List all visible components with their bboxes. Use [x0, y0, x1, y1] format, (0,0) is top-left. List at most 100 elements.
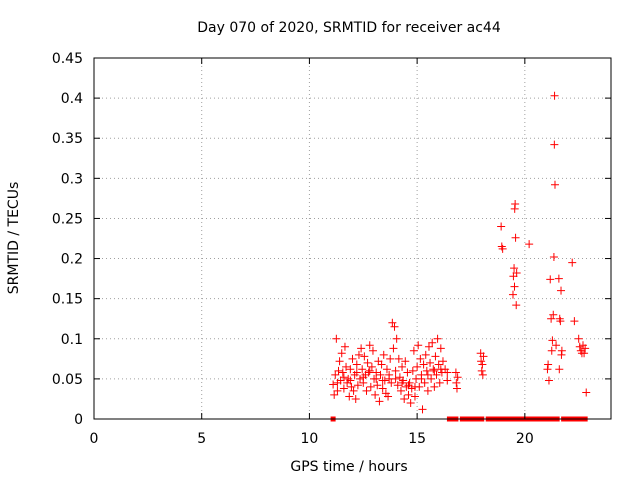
- data-point: [347, 382, 356, 391]
- data-point: [498, 244, 507, 253]
- x-tick-label: 0: [90, 431, 99, 447]
- axis-ticks: [93, 57, 611, 420]
- data-point: [477, 366, 486, 375]
- data-point: [388, 318, 397, 327]
- y-tick-label: 0.3: [61, 171, 83, 187]
- data-point: [338, 368, 347, 377]
- data-point: [510, 264, 519, 273]
- data-point: [348, 354, 357, 363]
- data-point: [423, 370, 432, 379]
- data-point: [419, 360, 428, 369]
- data-point: [330, 390, 339, 399]
- y-tick-label: 0.25: [52, 211, 83, 227]
- data-point: [477, 357, 486, 366]
- data-point: [333, 378, 342, 387]
- data-point: [547, 314, 556, 323]
- data-point: [421, 350, 430, 359]
- data-point: [435, 378, 444, 387]
- data-point: [557, 286, 566, 295]
- data-point: [479, 352, 488, 361]
- data-point: [452, 378, 461, 387]
- data-point: [414, 341, 423, 350]
- data-point: [356, 374, 365, 383]
- data-point: [422, 366, 431, 375]
- data-point: [329, 380, 338, 389]
- data-point: [431, 352, 440, 361]
- y-tick-label: 0.35: [52, 131, 83, 147]
- y-tick-label: 0.1: [61, 332, 83, 348]
- data-point: [379, 350, 388, 359]
- data-point: [512, 268, 521, 277]
- data-point: [378, 384, 387, 393]
- data-point: [509, 272, 518, 281]
- data-point: [548, 336, 557, 345]
- data-point: [556, 317, 565, 326]
- data-point: [368, 346, 377, 355]
- data-point: [544, 360, 553, 369]
- data-point: [403, 368, 412, 377]
- data-point: [478, 360, 487, 369]
- data-point: [478, 370, 487, 379]
- data-point: [543, 365, 552, 374]
- data-point: [409, 346, 418, 355]
- data-point: [436, 365, 445, 374]
- data-point: [443, 376, 452, 385]
- data-point: [339, 384, 348, 393]
- data-point: [353, 381, 362, 390]
- x-tick-label: 15: [408, 431, 426, 447]
- data-point: [580, 349, 589, 358]
- y-tick-label: 0.45: [52, 51, 83, 67]
- data-point: [511, 200, 520, 209]
- data-point: [525, 240, 534, 249]
- x-tick-label: 10: [301, 431, 319, 447]
- data-point: [366, 382, 375, 391]
- y-tick-labels: 0 0.05 0.1 0.15 0.2 0.25 0.3 0.35 0.4 0.45: [52, 51, 83, 428]
- data-point: [335, 357, 344, 366]
- data-point: [436, 344, 445, 353]
- data-point: [340, 342, 349, 351]
- data-point: [413, 362, 422, 371]
- data-points: [329, 91, 591, 422]
- data-point: [391, 366, 400, 375]
- data-point: [352, 360, 361, 369]
- data-point: [578, 341, 587, 350]
- data-point: [394, 354, 403, 363]
- data-point: [549, 310, 558, 319]
- data-point: [549, 252, 558, 261]
- data-point: [452, 384, 461, 393]
- data-point: [423, 386, 432, 395]
- data-point: [376, 370, 385, 379]
- data-point: [574, 334, 583, 343]
- data-point: [352, 368, 361, 377]
- data-point: [342, 362, 351, 371]
- data-point: [508, 290, 517, 299]
- data-point: [398, 362, 407, 371]
- data-point: [428, 338, 437, 347]
- data-point: [337, 349, 346, 358]
- data-point: [575, 342, 584, 351]
- data-point: [365, 366, 374, 375]
- data-point: [392, 334, 401, 343]
- data-point: [360, 352, 369, 361]
- data-point: [550, 180, 559, 189]
- y-tick-label: 0.2: [61, 252, 83, 268]
- data-point: [378, 376, 387, 385]
- data-point: [333, 386, 342, 395]
- data-point: [547, 346, 556, 355]
- data-point: [451, 368, 460, 377]
- data-point: [424, 342, 433, 351]
- y-tick-label: 0.4: [61, 91, 83, 107]
- data-point: [581, 344, 590, 353]
- y-tick-label: 0.15: [52, 292, 83, 308]
- data-point: [386, 354, 395, 363]
- data-point: [387, 378, 396, 387]
- data-point: [390, 322, 399, 331]
- data-point: [396, 386, 405, 395]
- data-point: [420, 378, 429, 387]
- data-point: [417, 374, 426, 383]
- data-point: [375, 397, 384, 406]
- data-point: [550, 91, 559, 100]
- data-point: [358, 365, 367, 374]
- data-point: [418, 405, 427, 414]
